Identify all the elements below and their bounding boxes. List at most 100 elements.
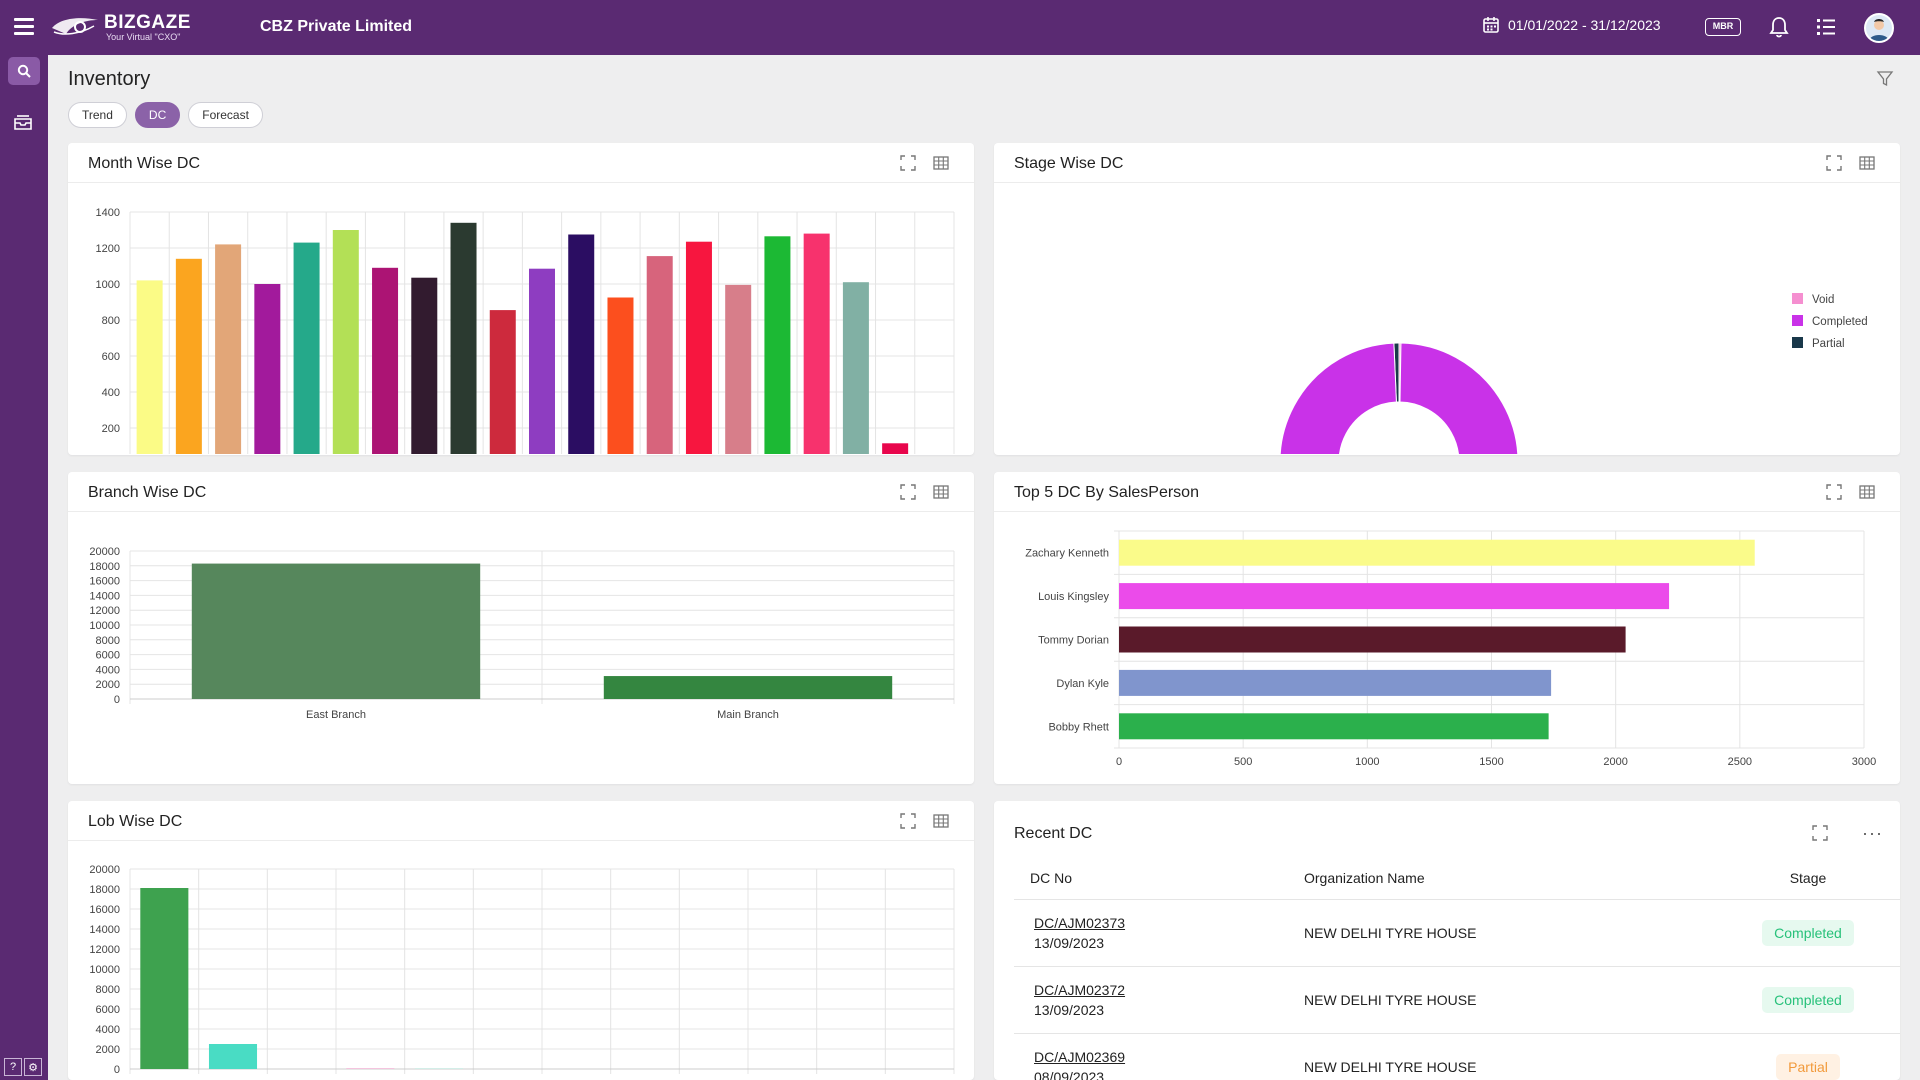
x-tick-label: 0: [1116, 756, 1122, 768]
grid-icon[interactable]: [1859, 155, 1875, 171]
bell-icon[interactable]: [1769, 16, 1789, 38]
column-header-dc-no[interactable]: DC No: [1014, 857, 1304, 900]
bar: [1119, 583, 1670, 610]
stage-cell: Partial: [1714, 1033, 1900, 1080]
card-title: Recent DC: [1014, 825, 1093, 842]
y-tick-label: 1400: [96, 207, 120, 219]
bar: [1119, 669, 1552, 696]
mbr-button[interactable]: MBR: [1705, 18, 1741, 36]
expand-icon[interactable]: [900, 484, 916, 500]
y-tick-label: Zachary Kenneth: [1025, 548, 1109, 560]
bar: [414, 1068, 464, 1069]
y-tick-label: 200: [102, 423, 120, 435]
card-header: Month Wise DC: [68, 143, 974, 183]
organization-cell: NEW DELHI TYRE HOUSE: [1304, 1033, 1714, 1080]
bar: [803, 233, 830, 454]
bar: [489, 310, 516, 454]
status-badge: Completed: [1762, 919, 1854, 946]
card-title: Month Wise DC: [88, 155, 201, 172]
x-tick-label: 3000: [1852, 756, 1876, 768]
bar: [529, 268, 555, 454]
y-tick-label: 8000: [96, 984, 120, 996]
settings-icon[interactable]: ⚙: [24, 1058, 42, 1076]
menu-icon[interactable]: [14, 18, 34, 36]
expand-icon[interactable]: [1826, 484, 1842, 500]
y-tick-label: 2000: [96, 679, 120, 691]
tasks-icon[interactable]: [1816, 17, 1836, 37]
bar: [175, 258, 202, 454]
bar: [1119, 539, 1755, 566]
y-tick-label: 18000: [89, 561, 120, 573]
bar: [346, 1068, 395, 1069]
more-icon[interactable]: ···: [1862, 823, 1883, 843]
page-title: Inventory: [68, 68, 151, 90]
month-wise-dc-chart: 0200400600800100012001400JanFebMarAprMay…: [96, 207, 955, 454]
top5-dc-salesperson-card: Top 5 DC By SalesPerson 0 500 1000 1500 2000…: [994, 472, 1900, 784]
x-tick-label: 2000: [1603, 756, 1627, 768]
logo-mark-icon: [52, 18, 98, 35]
bar: [607, 297, 634, 454]
status-badge: Partial: [1776, 1053, 1840, 1080]
company-name[interactable]: CBZ Private Limited: [260, 18, 413, 35]
bar: [568, 234, 595, 454]
inbox-icon[interactable]: [12, 113, 34, 131]
search-button[interactable]: [8, 57, 40, 85]
x-tick-label: 500: [1234, 756, 1252, 768]
help-icon[interactable]: ?: [4, 1058, 22, 1076]
dc-date: 13/09/2023: [1034, 1001, 1105, 1018]
bar: [685, 241, 712, 454]
expand-icon[interactable]: [1812, 825, 1828, 841]
bar: [882, 443, 909, 454]
column-header-stage[interactable]: Stage: [1714, 857, 1900, 900]
y-tick-label: 12000: [89, 605, 120, 617]
dc-number-link[interactable]: DC/AJM02369: [1034, 1048, 1126, 1065]
bar: [411, 277, 438, 454]
bar: [842, 282, 869, 454]
grid-icon[interactable]: [1859, 484, 1875, 500]
expand-icon[interactable]: [900, 813, 916, 829]
month-wise-dc-card: Month Wise DC 0200400600800100012001400J…: [68, 143, 974, 455]
bar: [450, 222, 477, 454]
dc-number-link[interactable]: DC/AJM02372: [1034, 981, 1126, 998]
legend-swatch: [1792, 315, 1803, 326]
y-tick-label: 1200: [96, 243, 120, 255]
expand-icon[interactable]: [1826, 155, 1842, 171]
x-tick-label: Main Branch: [717, 709, 779, 721]
stage-wise-dc-card: Stage Wise DC Void Completed Partial: [994, 143, 1900, 455]
expand-icon[interactable]: [900, 155, 916, 171]
date-range-picker[interactable]: 01/01/2022 - 31/12/2023: [1482, 16, 1661, 34]
dc-number-link[interactable]: DC/AJM02373: [1034, 914, 1126, 931]
legend-swatch: [1792, 337, 1803, 348]
grid-icon[interactable]: [933, 484, 949, 500]
tab-trend[interactable]: Trend: [68, 102, 127, 128]
recent-dc-card: Recent DC ··· DC No Organization Name St…: [994, 801, 1900, 1080]
rail-bottom-actions: ? ⚙: [4, 1058, 42, 1076]
y-tick-label: 0: [114, 694, 120, 706]
calendar-icon: [1483, 17, 1499, 33]
bar: [372, 267, 399, 454]
y-tick-label: 4000: [96, 1024, 120, 1036]
y-tick-label: 16000: [89, 904, 120, 916]
tab-forecast[interactable]: Forecast: [188, 102, 263, 128]
grid-icon[interactable]: [933, 813, 949, 829]
organization-cell: NEW DELHI TYRE HOUSE: [1304, 899, 1714, 967]
table-row[interactable]: DC/AJM02372 13/09/2023 NEW DELHI TYRE HO…: [1014, 966, 1900, 1034]
y-tick-label: Bobby Rhett: [1048, 721, 1109, 733]
avatar[interactable]: [1864, 13, 1894, 43]
bar: [764, 236, 791, 454]
grid-icon[interactable]: [933, 155, 949, 171]
dc-date: 08/09/2023: [1034, 1068, 1105, 1080]
card-title: Top 5 DC By SalesPerson: [1014, 484, 1199, 501]
table-row[interactable]: DC/AJM02373 13/09/2023 NEW DELHI TYRE HO…: [1014, 899, 1900, 967]
table-row[interactable]: DC/AJM02369 08/09/2023 NEW DELHI TYRE HO…: [1014, 1033, 1900, 1080]
column-header-organization[interactable]: Organization Name: [1304, 857, 1714, 900]
card-header: Lob Wise DC: [68, 801, 974, 841]
legend-swatch: [1792, 293, 1803, 304]
x-tick-label: 1000: [1355, 756, 1379, 768]
filter-icon[interactable]: [1876, 70, 1894, 88]
y-tick-label: Dylan Kyle: [1056, 678, 1109, 690]
x-tick-label: 1500: [1479, 756, 1503, 768]
tab-dc[interactable]: DC: [134, 102, 181, 128]
y-tick-label: 6000: [96, 650, 120, 662]
bar: [332, 230, 359, 454]
